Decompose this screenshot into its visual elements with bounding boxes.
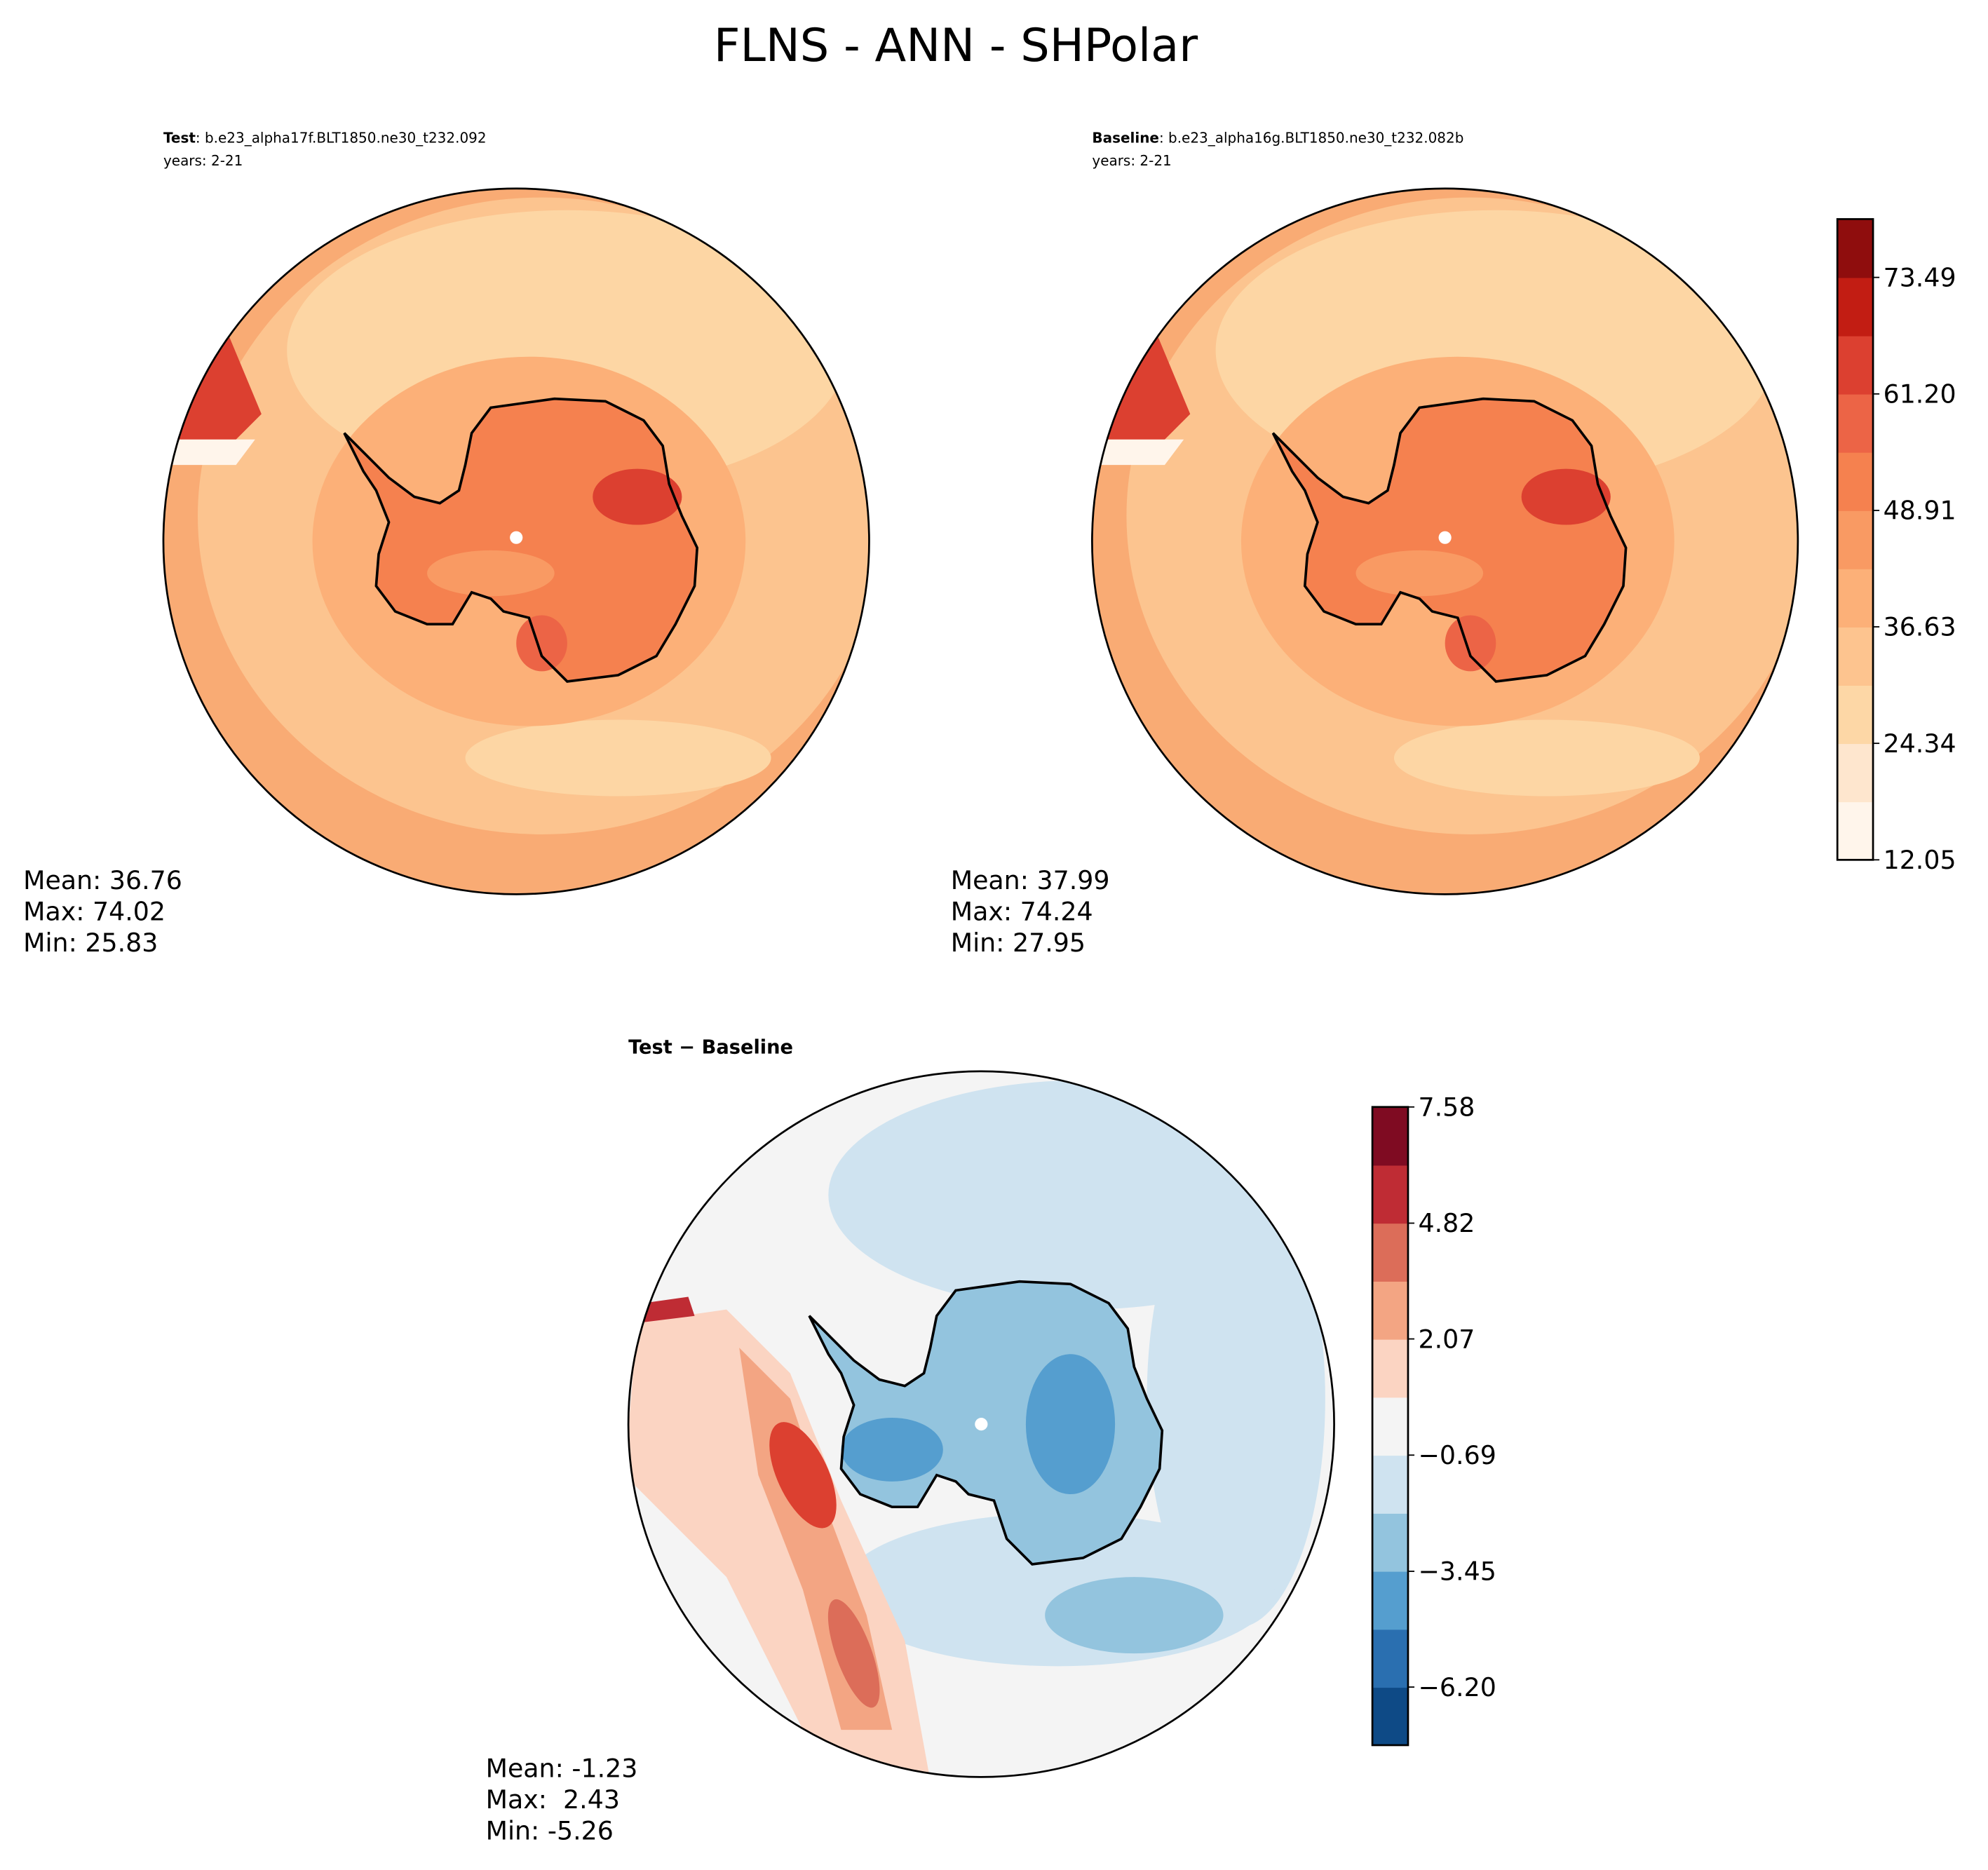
- stat-line: Max: 2.43: [486, 1784, 620, 1815]
- figure-title: FLNS - ANN - SHPolar: [714, 19, 1198, 72]
- colorbar-frame: [1371, 1106, 1409, 1747]
- colorbar-tick-label: 4.82: [1418, 1208, 1475, 1238]
- colorbar-tick-label: −3.45: [1418, 1557, 1496, 1587]
- colorbar-level: [1372, 1687, 1408, 1746]
- stat-line: Max: 74.24: [951, 897, 1093, 927]
- panel-label: Test − Baseline: [628, 1036, 793, 1058]
- colorbar-level: [1837, 393, 1874, 453]
- colorbar-level: [1372, 1455, 1408, 1514]
- colorbar-tick-label: −6.20: [1418, 1672, 1496, 1702]
- colorbar-level: [1372, 1339, 1408, 1398]
- stat-line: Mean: -1.23: [486, 1753, 638, 1783]
- stat-line: Max: 74.02: [23, 897, 165, 927]
- stat-line: Mean: 36.76: [23, 865, 182, 895]
- colorbar-tick-label: 48.91: [1884, 496, 1956, 526]
- stat-line: Mean: 37.99: [951, 865, 1110, 895]
- stat-line: Min: 27.95: [951, 928, 1086, 958]
- colorbar-level: [1837, 335, 1874, 395]
- colorbar-frame: [1836, 218, 1874, 861]
- colorbar-tick-label: 36.63: [1884, 612, 1956, 642]
- case-name: : b.e23_alpha17f.BLT1850.ne30_t232.092: [196, 129, 487, 146]
- stat-line: Min: 25.83: [23, 928, 158, 958]
- colorbar-level: [1372, 1397, 1408, 1456]
- colorbar-level: [1837, 743, 1874, 803]
- colorbar-level: [1837, 801, 1874, 861]
- colorbar-level: [1837, 452, 1874, 511]
- panel-header: Test: b.e23_alpha17f.BLT1850.ne30_t232.0…: [163, 129, 487, 146]
- colorbar-level: [1372, 1629, 1408, 1688]
- baseline-map: [1088, 184, 1815, 897]
- colorbar-level: [1372, 1571, 1408, 1630]
- colorbar-level: [1372, 1165, 1408, 1224]
- stat-line: Min: -5.26: [486, 1815, 614, 1845]
- colorbar-tick-label: 73.49: [1884, 262, 1956, 292]
- colorbar-tick-label: 24.34: [1884, 729, 1956, 759]
- colorbar-tick-label: 7.58: [1418, 1092, 1475, 1122]
- colorbar-tick-label: 2.07: [1418, 1324, 1475, 1354]
- case-name: : b.e23_alpha16g.BLT1850.ne30_t232.082b: [1159, 129, 1463, 146]
- colorbar-tick-label: 12.05: [1884, 845, 1956, 875]
- colorbar-level: [1837, 510, 1874, 569]
- colorbar-level: [1372, 1223, 1408, 1282]
- years: years: 2-21: [163, 152, 243, 169]
- colorbar-tick-label: −0.69: [1418, 1440, 1496, 1470]
- years: years: 2-21: [1092, 152, 1171, 169]
- colorbar-level: [1837, 685, 1874, 745]
- colorbar-level: [1837, 277, 1874, 337]
- colorbar-level: [1837, 627, 1874, 686]
- panel-label: Baseline: [1092, 129, 1159, 146]
- panel-label: Test: [163, 129, 196, 146]
- colorbar-level: [1837, 568, 1874, 628]
- colorbar-level: [1837, 219, 1874, 278]
- colorbar-level: [1372, 1280, 1408, 1340]
- diff-map: [627, 1070, 1335, 1778]
- colorbar-tick-label: 61.20: [1884, 379, 1956, 409]
- colorbar-level: [1372, 1106, 1408, 1166]
- panel-header: Baseline: b.e23_alpha16g.BLT1850.ne30_t2…: [1092, 129, 1463, 146]
- colorbar-level: [1372, 1512, 1408, 1572]
- test-map: [160, 184, 886, 897]
